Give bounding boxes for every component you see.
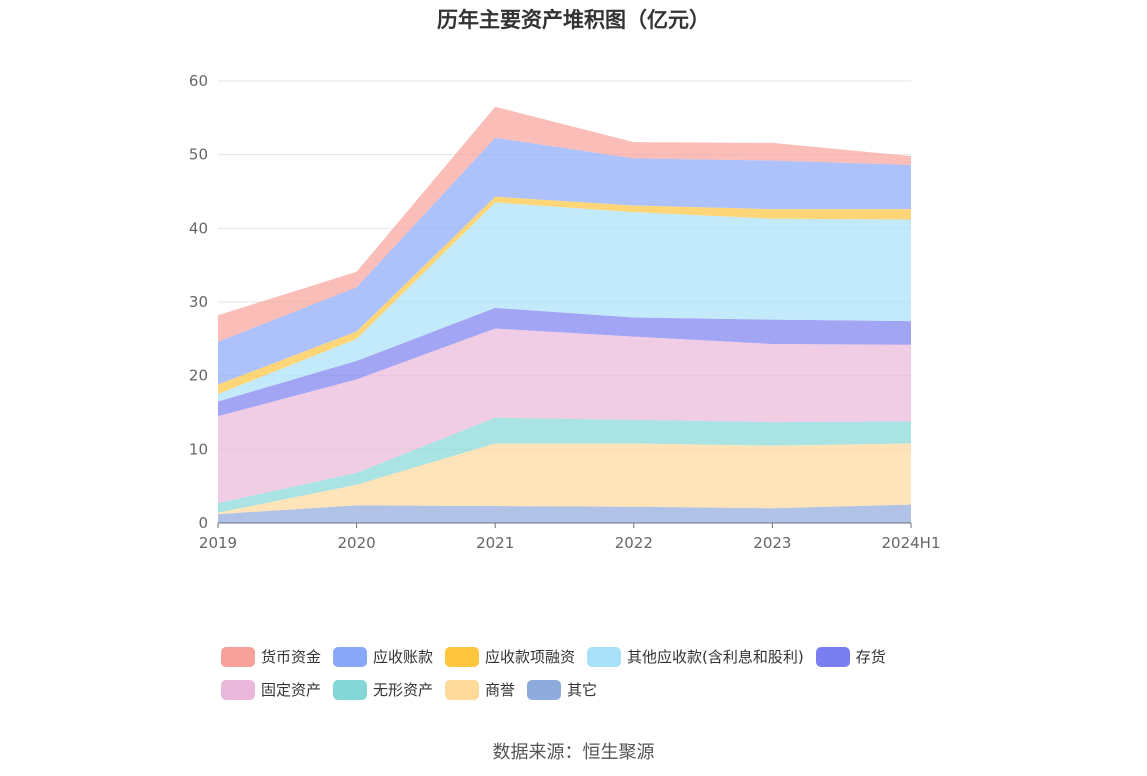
legend-label: 其它 [567, 681, 598, 699]
y-tick-label: 20 [189, 367, 208, 385]
area-series [218, 307, 911, 417]
legend-swatch [445, 646, 480, 667]
area-series [218, 417, 911, 513]
chart-title: 历年主要资产堆积图（亿元） [437, 8, 710, 32]
y-tick-label: 50 [189, 146, 208, 164]
legend-swatch [815, 646, 850, 667]
area-series [218, 443, 911, 515]
legend-label: 应收账款 [373, 648, 434, 666]
data-source-note: 数据来源：恒生聚源 [492, 742, 655, 763]
legend-label: 无形资产 [373, 681, 434, 699]
legend-item[interactable]: 商誉 [445, 679, 515, 700]
x-tick-label: 2024H1 [882, 534, 941, 552]
legend-item[interactable]: 应收账款 [333, 646, 433, 667]
x-tick-label: 2021 [476, 534, 514, 552]
x-tick-label: 2022 [615, 534, 653, 552]
legend-swatch [587, 646, 622, 667]
area-series [218, 196, 911, 395]
y-tick-label: 40 [189, 219, 208, 237]
x-tick-label: 2023 [753, 534, 791, 552]
legend-label: 货币资金 [261, 648, 322, 666]
area-series-layer [218, 106, 911, 523]
legend-swatch [527, 679, 562, 700]
y-tick-label: 30 [189, 293, 208, 311]
legend-swatch [445, 679, 480, 700]
y-tick-label: 0 [198, 514, 208, 532]
legend-swatch [221, 646, 255, 667]
legend-label: 商誉 [485, 681, 516, 699]
y-tick-label: 10 [189, 440, 208, 458]
x-tick-label: 2020 [338, 534, 376, 552]
area-series [218, 202, 911, 402]
legend-item[interactable]: 应收款项融资 [445, 646, 575, 667]
legend-item[interactable]: 货币资金 [221, 646, 321, 667]
legend-label: 其他应收款(含利息和股利) [627, 648, 804, 666]
legend-swatch [221, 679, 255, 700]
legend-item[interactable]: 固定资产 [221, 679, 321, 700]
chart-plot: 0 10 20 30 40 50 60 2019 2020 2021 2022 2023 2024H1 [189, 72, 941, 552]
legend-label: 固定资产 [261, 681, 322, 699]
area-series [218, 504, 911, 523]
legend-swatch [333, 679, 368, 700]
x-tick-label: 2019 [199, 534, 237, 552]
y-tick-label: 60 [189, 72, 208, 90]
legend-row: 固定资产 无形资产 商誉 其它 [221, 673, 961, 706]
area-series [218, 137, 911, 385]
legend-item[interactable]: 其它 [527, 679, 597, 700]
area-series [218, 328, 911, 504]
legend: 货币资金 应收账款 应收款项融资 其他应收款(含利息和股利) 存货 固定资产 无形资产 商誉… [221, 640, 961, 706]
legend-swatch [333, 646, 368, 667]
legend-item[interactable]: 存货 [815, 646, 886, 667]
legend-item[interactable]: 无形资产 [333, 679, 433, 700]
legend-row: 货币资金 应收账款 应收款项融资 其他应收款(含利息和股利) 存货 [221, 640, 961, 673]
legend-label: 存货 [855, 648, 886, 666]
axes: 0 10 20 30 40 50 60 2019 2020 2021 2022 2023 2024H1 [189, 72, 941, 552]
legend-label: 应收款项融资 [485, 648, 576, 666]
legend-item[interactable]: 其他应收款(含利息和股利) [587, 646, 804, 667]
